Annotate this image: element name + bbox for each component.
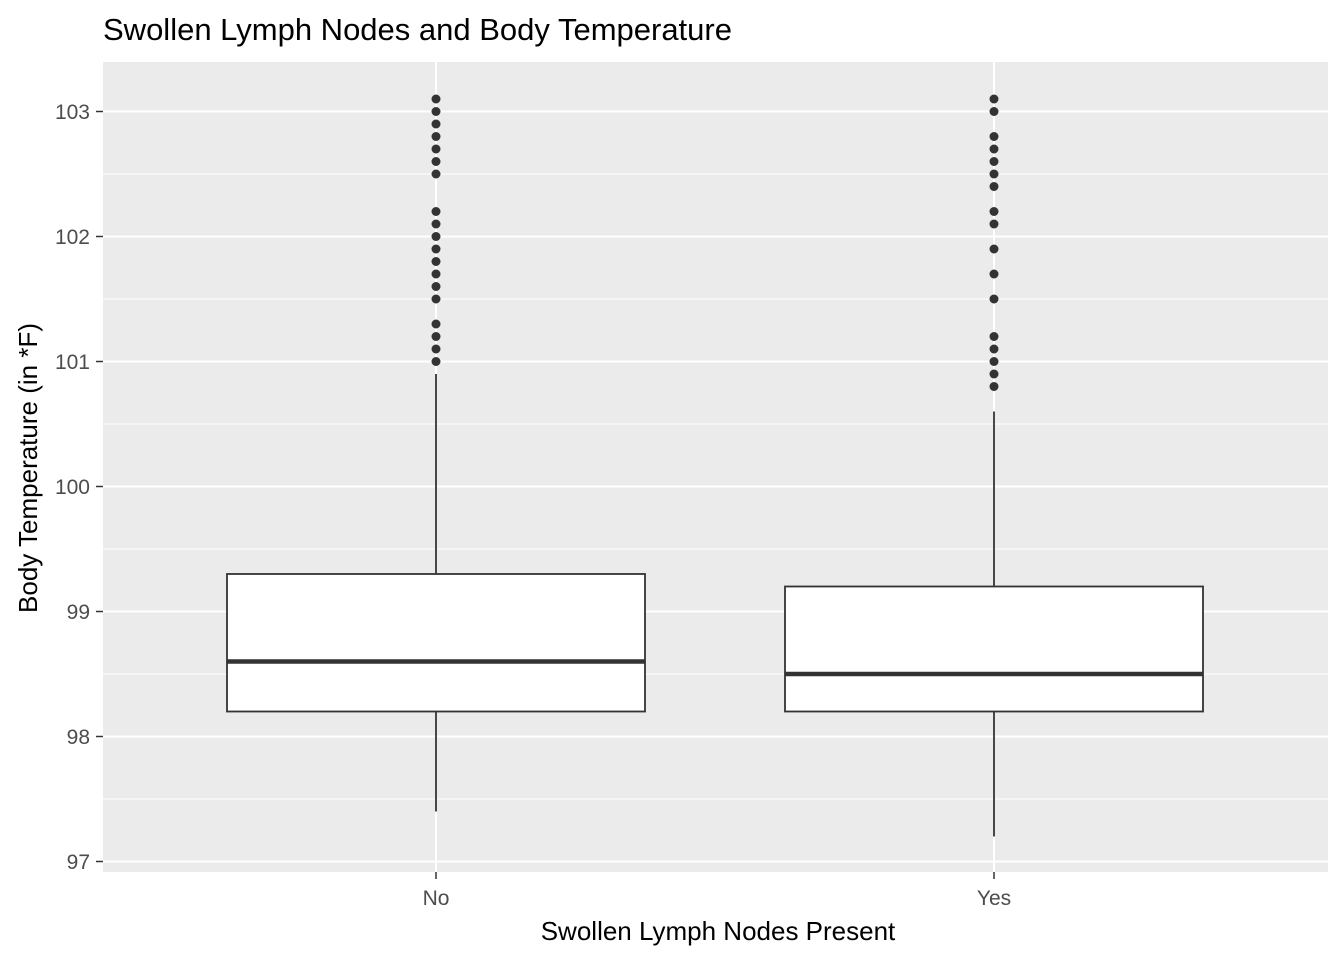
box-series	[226, 94, 1204, 837]
outlier-point	[431, 144, 441, 154]
x-axis: No Yes	[423, 872, 1011, 910]
x-axis-title: Swollen Lymph Nodes Present	[541, 916, 896, 946]
outlier-point	[989, 169, 999, 179]
outlier-point	[989, 182, 999, 191]
outlier-point	[989, 344, 999, 354]
outlier-point	[431, 157, 441, 166]
outlier-point	[989, 94, 999, 104]
box-iqr	[226, 573, 646, 713]
outlier-point	[431, 294, 441, 304]
y-tick-label: 98	[67, 726, 90, 749]
outlier-point	[431, 332, 441, 341]
outlier-point	[989, 107, 999, 116]
outlier-point	[989, 294, 999, 304]
outlier-point	[431, 169, 441, 179]
outlier-point	[431, 232, 441, 241]
outlier-point	[431, 344, 441, 354]
outlier-point	[431, 357, 441, 366]
outlier-point	[989, 244, 999, 254]
y-axis-title: Body Temperature (in *F)	[13, 323, 43, 613]
outlier-point	[989, 332, 999, 341]
x-tick-label: No	[423, 887, 450, 910]
y-tick-label: 100	[55, 476, 90, 499]
y-tick-label: 97	[67, 851, 90, 874]
outlier-point	[989, 357, 999, 366]
outlier-point	[431, 244, 441, 254]
outlier-point	[989, 382, 999, 391]
y-tick-label: 101	[55, 351, 90, 374]
box-no	[226, 94, 646, 812]
y-axis: 97 98 99 100 101 102 103	[55, 101, 103, 874]
outlier-point	[431, 207, 441, 216]
plot-panel	[103, 62, 1328, 872]
x-tick-label: Yes	[977, 887, 1011, 910]
outlier-point	[431, 219, 441, 229]
outlier-point	[431, 119, 441, 129]
box-yes	[784, 94, 1204, 837]
outlier-point	[431, 107, 441, 116]
y-tick-label: 102	[55, 226, 90, 249]
y-tick-label: 103	[55, 101, 90, 124]
outlier-point	[989, 132, 999, 141]
outlier-point	[431, 132, 441, 141]
outlier-point	[989, 269, 999, 279]
outlier-point	[431, 94, 441, 104]
chart-title: Swollen Lymph Nodes and Body Temperature	[103, 12, 732, 47]
outlier-point	[431, 269, 441, 279]
outlier-point	[989, 144, 999, 154]
outlier-point	[989, 369, 999, 379]
y-tick-label: 99	[67, 601, 90, 624]
outlier-point	[431, 282, 441, 291]
outlier-point	[989, 207, 999, 216]
outlier-point	[989, 157, 999, 166]
outlier-point	[431, 257, 441, 266]
box-iqr	[784, 585, 1204, 713]
outlier-point	[431, 319, 441, 329]
outlier-point	[989, 219, 999, 229]
